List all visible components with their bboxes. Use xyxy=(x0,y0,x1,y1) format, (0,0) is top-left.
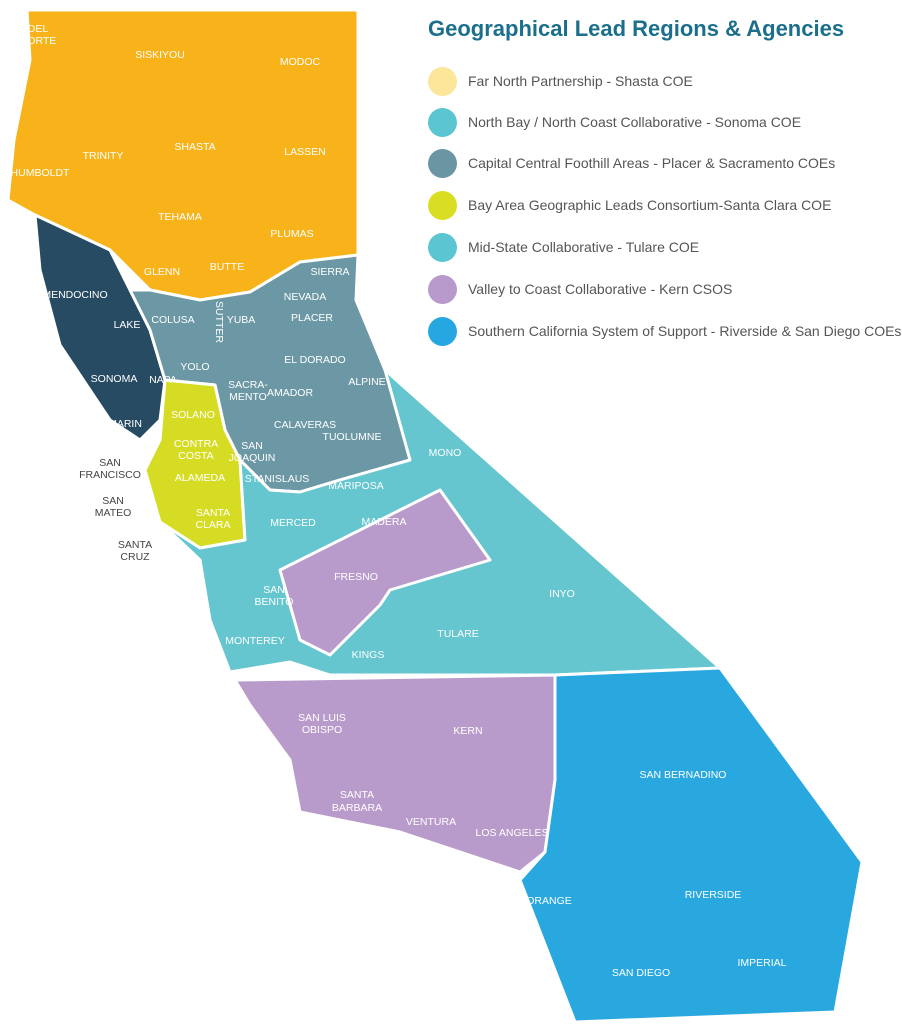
county-label: OBISPO xyxy=(302,724,342,736)
county-label: MATEO xyxy=(95,507,132,519)
county-label: CALAVERAS xyxy=(274,419,336,431)
legend-label: Valley to Coast Collaborative - Kern CSO… xyxy=(468,281,733,297)
legend-swatch-icon xyxy=(428,66,457,96)
legend-label: Bay Area Geographic Leads Consortium-San… xyxy=(468,197,832,213)
county-label: JOAQUIN xyxy=(229,452,276,464)
county-label: SONOMA xyxy=(91,373,138,385)
region-socal xyxy=(518,666,864,1024)
county-label: MADERA xyxy=(362,516,407,528)
county-label: LAKE xyxy=(114,319,141,331)
county-label: ALPINE xyxy=(348,376,385,388)
county-label: RIVERSIDE xyxy=(685,889,742,901)
county-label: SAN LUIS xyxy=(298,712,346,724)
county-label: NAPA xyxy=(149,374,177,386)
county-label: NEVADA xyxy=(284,291,326,303)
county-label: SAN xyxy=(102,495,124,507)
legend-item: Mid-State Collaborative - Tulare COE xyxy=(428,232,699,262)
county-label: MENDOCINO xyxy=(42,289,107,301)
county-label: SANTA xyxy=(196,507,230,519)
county-label: SIERRA xyxy=(310,266,349,278)
legend-title: Geographical Lead Regions & Agencies xyxy=(428,16,845,41)
county-label: SHASTA xyxy=(174,141,215,153)
legend-label: North Bay / North Coast Collaborative - … xyxy=(468,114,802,130)
county-label: BENITO xyxy=(255,596,294,608)
county-label: SAN xyxy=(99,457,121,469)
county-label: DEL xyxy=(28,23,49,35)
county-label: VENTURA xyxy=(406,816,456,828)
county-label: KINGS xyxy=(352,649,385,661)
county-label: GLENN xyxy=(144,266,180,278)
county-label: MERCED xyxy=(270,517,316,529)
county-label: SAN xyxy=(263,584,285,596)
county-label: ORANGE xyxy=(526,895,572,907)
legend-label: Southern California System of Support - … xyxy=(468,323,902,339)
legend-item: Far North Partnership - Shasta COE xyxy=(428,66,693,96)
legend-swatch-icon xyxy=(428,190,457,220)
county-label: SAN xyxy=(241,440,263,452)
county-label: PLACER xyxy=(291,312,333,324)
county-label: IMPERIAL xyxy=(737,957,786,969)
county-label: BARBARA xyxy=(332,802,382,814)
county-label: ALAMEDA xyxy=(175,472,225,484)
county-label: MONTEREY xyxy=(225,635,285,647)
county-label: AMADOR xyxy=(267,387,314,399)
county-label: MONO xyxy=(429,447,462,459)
county-label: LOS ANGELES xyxy=(476,827,549,839)
county-label: SACRA- xyxy=(228,379,268,391)
county-label: YOLO xyxy=(180,361,209,373)
county-label: SUTTER xyxy=(213,301,225,343)
legend-swatch-icon xyxy=(428,274,457,304)
legend-label: Far North Partnership - Shasta COE xyxy=(468,73,693,89)
county-label: HUMBOLDT xyxy=(11,167,71,179)
legend-swatch-icon xyxy=(428,316,457,346)
county-label: INYO xyxy=(549,588,575,600)
legend-item: Bay Area Geographic Leads Consortium-San… xyxy=(428,190,831,220)
county-label: SANTA xyxy=(340,789,374,801)
county-label: TUOLUMNE xyxy=(323,431,382,443)
legend-item: Valley to Coast Collaborative - Kern CSO… xyxy=(428,274,732,304)
legend-item: North Bay / North Coast Collaborative - … xyxy=(428,107,801,137)
county-label: CONTRA xyxy=(174,438,218,450)
county-label: TEHAMA xyxy=(158,211,202,223)
county-label: TULARE xyxy=(437,628,478,640)
county-label: MARIPOSA xyxy=(328,480,383,492)
legend-label: Capital Central Foothill Areas - Placer … xyxy=(468,155,836,171)
legend-item: Southern California System of Support - … xyxy=(428,316,901,346)
county-label: FRESNO xyxy=(334,571,378,583)
county-label: EL DORADO xyxy=(284,354,345,366)
county-label: SOLANO xyxy=(171,409,215,421)
county-label: COLUSA xyxy=(151,314,194,326)
region-north-bay xyxy=(33,213,167,442)
legend-item: Capital Central Foothill Areas - Placer … xyxy=(428,148,835,178)
legend-label: Mid-State Collaborative - Tulare COE xyxy=(468,239,700,255)
county-label: SAN BERNADINO xyxy=(640,769,727,781)
county-label: SAN DIEGO xyxy=(612,967,670,979)
county-label: TRINITY xyxy=(83,150,124,162)
county-label: KERN xyxy=(453,725,482,737)
county-label: CLARA xyxy=(195,519,230,531)
county-label: MARIN xyxy=(108,418,142,430)
county-label: FRANCISCO xyxy=(79,469,141,481)
legend-swatch-icon xyxy=(428,232,457,262)
county-label: MODOC xyxy=(280,56,321,68)
county-label: CRUZ xyxy=(120,551,150,563)
county-label: STANISLAUS xyxy=(245,473,310,485)
county-label: MENTO xyxy=(229,391,267,403)
county-label: YUBA xyxy=(227,314,256,326)
county-label: PLUMAS xyxy=(270,228,313,240)
legend-swatch-icon xyxy=(428,107,457,137)
region-valley-coast-south xyxy=(233,673,557,874)
county-label: BUTTE xyxy=(210,261,244,273)
county-label: SISKIYOU xyxy=(135,49,185,61)
region-valley-coast-fresno xyxy=(278,488,492,657)
county-label: NORTE xyxy=(20,35,57,47)
county-label: SANTA xyxy=(118,539,152,551)
county-label: COSTA xyxy=(178,450,213,462)
legend-swatch-icon xyxy=(428,148,457,178)
county-label: LASSEN xyxy=(284,146,325,158)
